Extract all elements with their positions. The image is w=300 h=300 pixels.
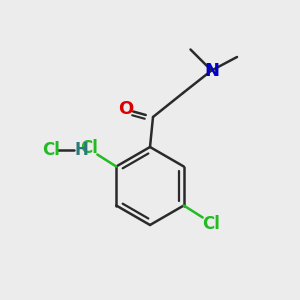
Text: O: O	[118, 100, 134, 118]
Text: Cl: Cl	[42, 141, 60, 159]
Text: H: H	[74, 141, 88, 159]
Text: Cl: Cl	[80, 139, 98, 157]
Text: Cl: Cl	[202, 215, 220, 233]
Text: N: N	[204, 61, 219, 80]
